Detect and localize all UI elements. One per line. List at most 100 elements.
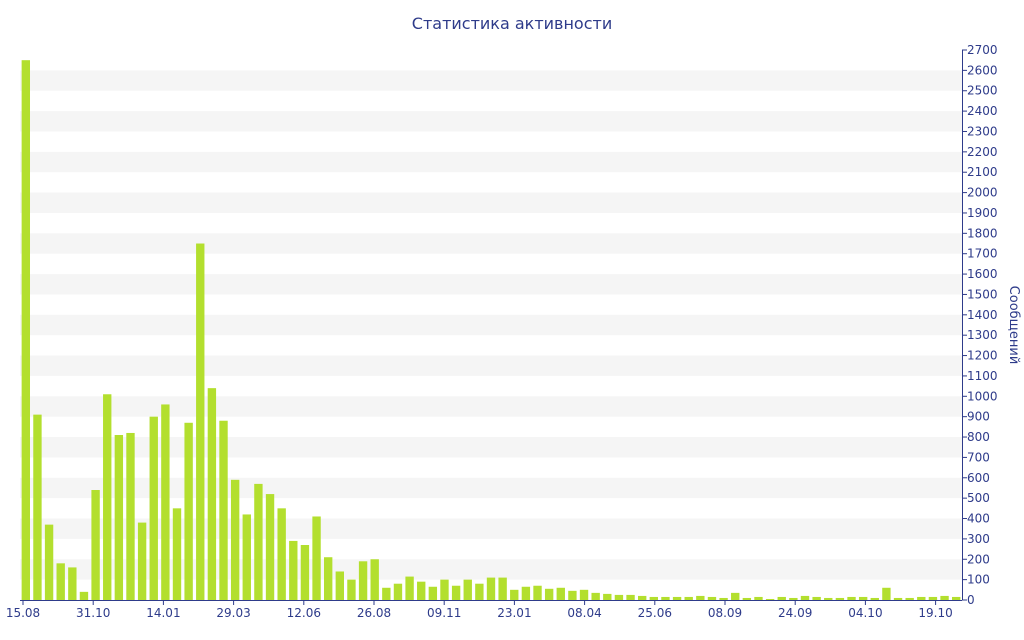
y-tick-label: 2200 bbox=[967, 145, 998, 159]
bar bbox=[405, 576, 414, 600]
bar bbox=[626, 594, 635, 600]
bar bbox=[323, 557, 333, 600]
bar bbox=[603, 593, 612, 600]
bar bbox=[219, 420, 228, 600]
x-tick-label: 15.08 bbox=[6, 606, 40, 620]
bar bbox=[742, 597, 752, 600]
grid-band bbox=[20, 192, 962, 213]
y-tick-label: 2000 bbox=[967, 186, 998, 200]
y-tick-label: 800 bbox=[967, 430, 990, 444]
bar bbox=[951, 596, 961, 600]
grid-band bbox=[20, 314, 962, 336]
y-tick-label: 500 bbox=[967, 491, 990, 505]
bar bbox=[451, 585, 461, 600]
y-tick-label: 1100 bbox=[967, 369, 998, 383]
y-tick-label: 900 bbox=[967, 410, 990, 424]
bar bbox=[882, 587, 891, 600]
grid-band bbox=[20, 274, 962, 295]
bar bbox=[847, 596, 856, 600]
bar bbox=[731, 592, 740, 600]
bar bbox=[68, 567, 77, 600]
bar bbox=[765, 598, 775, 600]
bar bbox=[637, 595, 647, 600]
x-tick-label: 09.11 bbox=[427, 606, 461, 620]
bar bbox=[358, 561, 368, 600]
bar bbox=[510, 589, 519, 600]
y-tick-label: 1000 bbox=[967, 389, 998, 403]
y-tick-label: 0 bbox=[967, 593, 975, 607]
bar bbox=[207, 388, 217, 600]
y-tick-label: 2400 bbox=[967, 104, 998, 118]
y-tick-label: 1800 bbox=[967, 226, 998, 240]
grid-band bbox=[20, 151, 962, 173]
chart-title: Статистика активности bbox=[411, 14, 613, 33]
y-axis-label: Сообщений bbox=[1006, 286, 1021, 365]
grid-band bbox=[20, 70, 962, 91]
bar bbox=[789, 597, 798, 600]
x-tick-label: 23.01 bbox=[497, 606, 531, 620]
bar bbox=[928, 596, 938, 600]
bar bbox=[940, 595, 949, 600]
bar bbox=[114, 435, 124, 600]
bar bbox=[265, 494, 275, 600]
bar bbox=[382, 587, 391, 600]
y-tick-label: 2700 bbox=[967, 43, 998, 57]
bar bbox=[393, 583, 403, 600]
bars bbox=[21, 60, 961, 601]
y-tick-label: 2300 bbox=[967, 124, 998, 138]
grid-band bbox=[20, 233, 962, 254]
bar bbox=[312, 516, 321, 600]
bar bbox=[300, 545, 310, 600]
bar bbox=[103, 394, 112, 600]
grid-band bbox=[20, 396, 962, 417]
x-tick-label: 26.08 bbox=[357, 606, 391, 620]
bar bbox=[905, 597, 914, 600]
bar bbox=[277, 508, 286, 600]
bar bbox=[719, 597, 728, 600]
bar bbox=[21, 60, 31, 601]
bar bbox=[79, 591, 89, 600]
bar bbox=[521, 586, 531, 600]
bar bbox=[707, 596, 717, 600]
bar bbox=[812, 596, 821, 600]
bar bbox=[56, 563, 65, 600]
bar bbox=[440, 579, 449, 600]
bar bbox=[161, 404, 170, 600]
y-tick-label: 400 bbox=[967, 512, 990, 526]
x-tick-label: 04.10 bbox=[848, 606, 882, 620]
bar bbox=[33, 414, 42, 600]
bar bbox=[800, 595, 810, 600]
y-axis: 0 100 200 300 400 500 600 700 800 900 1000 1100 1200… bbox=[962, 43, 998, 607]
bar bbox=[858, 596, 868, 600]
bar bbox=[335, 571, 345, 600]
y-tick-label: 1400 bbox=[967, 308, 998, 322]
y-tick-label: 600 bbox=[967, 471, 990, 485]
bar bbox=[91, 490, 100, 600]
bar bbox=[242, 514, 251, 600]
x-tick-label: 24.09 bbox=[778, 606, 812, 620]
x-tick-label: 12.06 bbox=[287, 606, 321, 620]
y-tick-label: 1200 bbox=[967, 349, 998, 363]
grid-band bbox=[20, 437, 962, 458]
bar bbox=[475, 583, 484, 600]
y-tick-label: 2600 bbox=[967, 63, 998, 77]
bar bbox=[463, 579, 472, 600]
bar bbox=[486, 577, 496, 600]
bar bbox=[614, 594, 624, 600]
x-tick-label: 08.04 bbox=[567, 606, 601, 620]
bar bbox=[591, 592, 600, 600]
bar bbox=[661, 596, 670, 600]
bar bbox=[835, 597, 845, 600]
bar bbox=[533, 585, 542, 600]
x-axis: 15.08 31.10 14.01 29.03 12.06 26.08 09.11 23.01… bbox=[6, 600, 962, 620]
y-tick-label: 1600 bbox=[967, 267, 998, 281]
bar bbox=[44, 524, 54, 600]
y-tick-label: 200 bbox=[967, 552, 990, 566]
bar bbox=[289, 540, 298, 600]
bar bbox=[568, 590, 577, 600]
y-tick-label: 2500 bbox=[967, 84, 998, 98]
bar bbox=[428, 586, 438, 600]
bar bbox=[672, 596, 682, 600]
